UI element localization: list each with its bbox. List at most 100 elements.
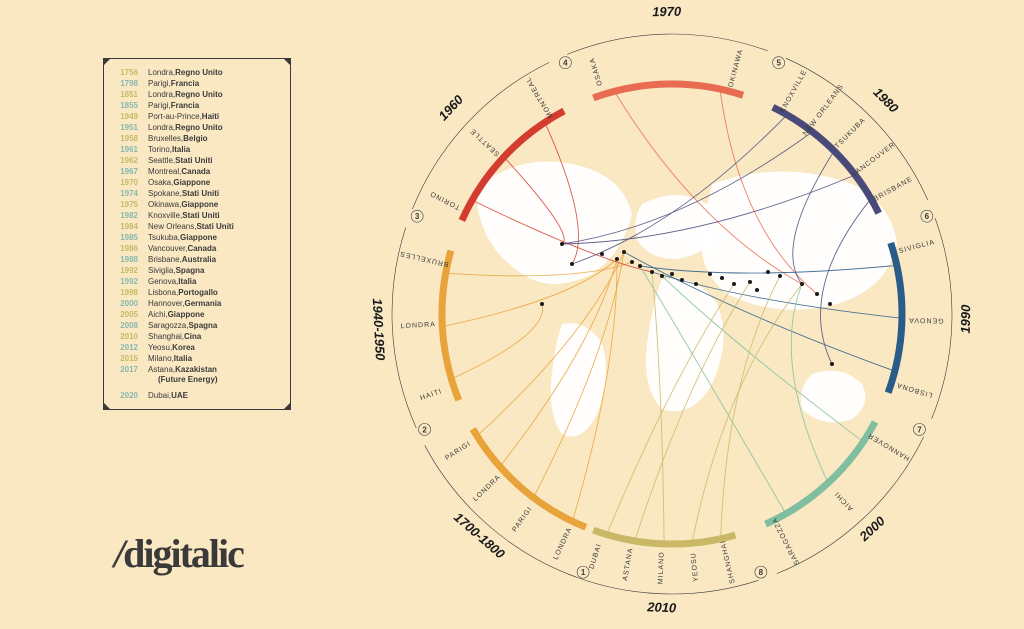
legend-year: 1949 <box>114 111 148 122</box>
legend-city: Yeosu, <box>148 342 172 353</box>
legend-year: 2000 <box>114 298 148 309</box>
legend-country: Stati Uniti <box>196 221 233 232</box>
legend-city: Parigi, <box>148 78 171 89</box>
city-label: LONDRA <box>472 474 502 503</box>
legend-year: 1974 <box>114 188 148 199</box>
legend-city: Parigi, <box>148 100 171 111</box>
city-label: PARIGI <box>444 440 472 462</box>
legend-city: Brisbane, <box>148 254 182 265</box>
legend-year: 1982 <box>114 210 148 221</box>
legend-city: Torino, <box>148 144 172 155</box>
legend-year: 2005 <box>114 309 148 320</box>
legend-row: 2000Hannover, Germania <box>114 298 280 309</box>
legend-year: 2012 <box>114 342 148 353</box>
city-label: LISBONA <box>896 381 934 399</box>
city-label: SARAGOZZA <box>771 516 801 566</box>
legend-country: Korea <box>172 342 195 353</box>
legend-city: Port-au-Prince, <box>148 111 202 122</box>
city-label: OSAKA <box>589 57 604 87</box>
legend-year: 1958 <box>114 133 148 144</box>
legend-year: 2008 <box>114 320 148 331</box>
legend-row: 2015Milano, Italia <box>114 353 280 364</box>
decade-label: 1960 <box>435 91 466 123</box>
legend-country: Canada <box>187 243 216 254</box>
legend-year: 2010 <box>114 331 148 342</box>
legend-box: 1756Londra, Regno Unito1798Parigi, Franc… <box>103 58 291 410</box>
city-label: HAITI <box>419 388 443 402</box>
legend-country: Spagna <box>176 265 205 276</box>
legend-row: 1988Brisbane, Australia <box>114 254 280 265</box>
city-label: VANCOUVER <box>851 141 897 178</box>
legend-row: 1970Osaka, Giappone <box>114 177 280 188</box>
decade-label: 2010 <box>646 599 677 615</box>
legend-country: Australia <box>182 254 216 265</box>
legend-row: 1992Genova, Italia <box>114 276 280 287</box>
legend-country: Stati Uniti <box>182 210 219 221</box>
legend-city: Spokane, <box>148 188 182 199</box>
legend-year: 1975 <box>114 199 148 210</box>
legend-city: Saragozza, <box>148 320 188 331</box>
legend-year: 1962 <box>114 155 148 166</box>
legend-city: Knoxville, <box>148 210 182 221</box>
city-label: SIVIGLIA <box>898 239 936 255</box>
logo-slash: / <box>114 531 123 576</box>
legend-year: 1798 <box>114 78 148 89</box>
legend-row: 2005Aichi, Giappone <box>114 309 280 320</box>
legend-row: 2008Saragozza, Spagna <box>114 320 280 331</box>
legend-country: Portogallo <box>178 287 218 298</box>
legend-city: Montreal, <box>148 166 181 177</box>
legend-year: 1961 <box>114 144 148 155</box>
decade-label: 1970 <box>652 4 682 20</box>
city-label: TSUKUBA <box>834 117 867 150</box>
legend-country: Francia <box>171 78 199 89</box>
legend-city: Siviglia, <box>148 265 176 276</box>
city-label: AICHI <box>833 490 854 512</box>
legend-country: Italia <box>174 353 192 364</box>
legend-country: Spagna <box>188 320 217 331</box>
legend-city: Okinawa, <box>148 199 181 210</box>
legend-row: 1998Lisbona, Portogallo <box>114 287 280 298</box>
arc-number-badge: 6 <box>925 212 930 221</box>
legend-year: 1855 <box>114 100 148 111</box>
legend-year: 1992 <box>114 265 148 276</box>
city-label: TORINO <box>429 189 462 210</box>
city-label: PARIGI <box>511 506 534 534</box>
legend-year: 1970 <box>114 177 148 188</box>
city-label: BRUXELLES <box>399 249 450 267</box>
legend-row: 1992Siviglia, Spagna <box>114 265 280 276</box>
city-label: LONDRA <box>401 321 437 330</box>
legend-year: 1951 <box>114 122 148 133</box>
connection-line <box>721 276 780 536</box>
legend-city: Londra, <box>148 122 175 133</box>
circular-diagram: 11700-1800LONDRAPARIGILONDRAPARIGI21940-… <box>362 4 982 624</box>
legend-row: 1975Okinawa, Giappone <box>114 199 280 210</box>
legend-year: 1756 <box>114 67 148 78</box>
legend-row: 1949Port-au-Prince, Haiti <box>114 111 280 122</box>
logo: /digitalic <box>114 530 243 577</box>
legend-row: 1756Londra, Regno Unito <box>114 67 280 78</box>
city-label: NEW ORLEANS <box>802 83 845 137</box>
city-label: DUBAI <box>589 543 603 570</box>
decade-label: 1940-1950 <box>370 298 388 362</box>
legend-country: Canada <box>181 166 210 177</box>
legend-country: Haiti <box>202 111 219 122</box>
legend-row: 2017Astana, Kazakistan <box>114 364 280 375</box>
legend-country: Giappone <box>180 232 217 243</box>
legend-row: 1958Bruxelles, Belgio <box>114 133 280 144</box>
legend-country: Germania <box>184 298 221 309</box>
decade-arc <box>442 251 459 401</box>
decade-label: 1990 <box>958 304 974 334</box>
legend-city: Genova, <box>148 276 178 287</box>
legend-country: Giappone <box>181 199 218 210</box>
legend-rows: 1756Londra, Regno Unito1798Parigi, Franc… <box>114 67 280 401</box>
legend-city: Milano, <box>148 353 174 364</box>
legend-row: 1851Londra, Regno Unito <box>114 89 280 100</box>
legend-country: UAE <box>171 390 188 401</box>
legend-row: 1984New Orleans, Stati Uniti <box>114 221 280 232</box>
legend-row: 2020Dubai, UAE <box>114 390 280 401</box>
legend-country: Giappone <box>168 309 205 320</box>
city-label: MILANO <box>658 551 666 584</box>
decade-label: 1980 <box>870 85 902 117</box>
legend-row: 1798Parigi, Francia <box>114 78 280 89</box>
legend-row: 1967Montreal, Canada <box>114 166 280 177</box>
